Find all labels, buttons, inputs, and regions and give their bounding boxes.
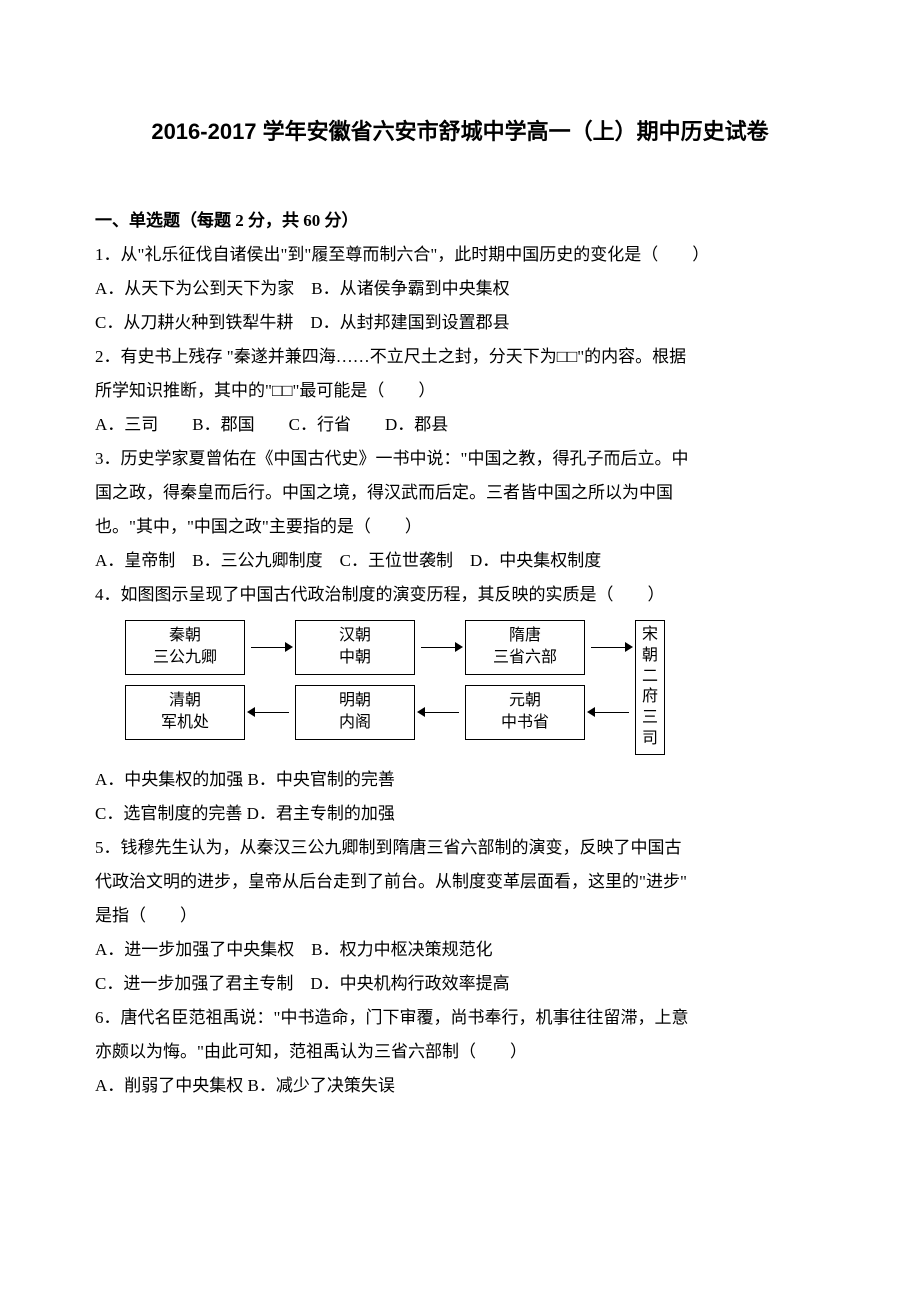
arrow-left-icon (415, 702, 465, 722)
q5-stem-3: 是指（ ） (95, 899, 825, 933)
arrow-right-icon (415, 637, 465, 657)
q2-stem-2: 所学知识推断，其中的"□□"最可能是（ ） (95, 374, 825, 408)
diagram-flowchart: 秦朝三公九卿 汉朝中朝 隋唐三省六部 清朝军机处 明朝内阁 元朝中书省 (125, 620, 825, 755)
diagram-box-qing: 清朝军机处 (125, 685, 245, 740)
q6-opt-ab: A．削弱了中央集权 B．减少了决策失误 (95, 1069, 825, 1103)
q5-stem-1: 5．钱穆先生认为，从秦汉三公九卿制到隋唐三省六部制的演变，反映了中国古 (95, 831, 825, 865)
q4-opt-ab: A．中央集权的加强 B．中央官制的完善 (95, 763, 825, 797)
q6-stem-1: 6．唐代名臣范祖禹说："中书造命，门下审覆，尚书奉行，机事往往留滞，上意 (95, 1001, 825, 1035)
diagram-box-qin: 秦朝三公九卿 (125, 620, 245, 675)
q5-stem-2: 代政治文明的进步，皇帝从后台走到了前台。从制度变革层面看，这里的"进步" (95, 865, 825, 899)
q3-stem-2: 国之政，得秦皇而后行。中国之境，得汉武而后定。三者皆中国之所以为中国 (95, 476, 825, 510)
diagram-box-suitang: 隋唐三省六部 (465, 620, 585, 675)
diagram-box-song: 宋朝二府三司 (635, 620, 665, 755)
arrow-left-icon (245, 702, 295, 722)
q1-stem: 1．从"礼乐征伐自诸侯出"到"履至尊而制六合"，此时期中国历史的变化是（ ） (95, 238, 825, 272)
q3-opts: A．皇帝制 B．三公九卿制度 C．王位世袭制 D．中央集权制度 (95, 544, 825, 578)
arrow-right-icon (585, 637, 635, 657)
q2-opts: A．三司 B．郡国 C．行省 D．郡县 (95, 408, 825, 442)
q3-stem-3: 也。"其中，"中国之政"主要指的是（ ） (95, 510, 825, 544)
arrow-right-icon (245, 637, 295, 657)
diagram-box-yuan: 元朝中书省 (465, 685, 585, 740)
q5-opt-ab: A．进一步加强了中央集权 B．权力中枢决策规范化 (95, 933, 825, 967)
arrow-left-icon (585, 702, 635, 722)
section-heading: 一、单选题（每题 2 分，共 60 分） (95, 204, 825, 238)
q1-opt-cd: C．从刀耕火种到铁犁牛耕 D．从封邦建国到设置郡县 (95, 306, 825, 340)
q2-stem-1: 2．有史书上残存 "秦遂并兼四海……不立尺土之封，分天下为□□"的内容。根据 (95, 340, 825, 374)
q3-stem-1: 3．历史学家夏曾佑在《中国古代史》一书中说："中国之教，得孔子而后立。中 (95, 442, 825, 476)
diagram-box-han: 汉朝中朝 (295, 620, 415, 675)
q5-opt-cd: C．进一步加强了君主专制 D．中央机构行政效率提高 (95, 967, 825, 1001)
q4-stem: 4．如图图示呈现了中国古代政治制度的演变历程，其反映的实质是（ ） (95, 578, 825, 612)
q1-opt-ab: A．从天下为公到天下为家 B．从诸侯争霸到中央集权 (95, 272, 825, 306)
q6-stem-2: 亦颇以为悔。"由此可知，范祖禹认为三省六部制（ ） (95, 1035, 825, 1069)
page-title: 2016-2017 学年安徽省六安市舒城中学高一（上）期中历史试卷 (95, 110, 825, 154)
diagram-box-ming: 明朝内阁 (295, 685, 415, 740)
q4-opt-cd: C．选官制度的完善 D．君主专制的加强 (95, 797, 825, 831)
